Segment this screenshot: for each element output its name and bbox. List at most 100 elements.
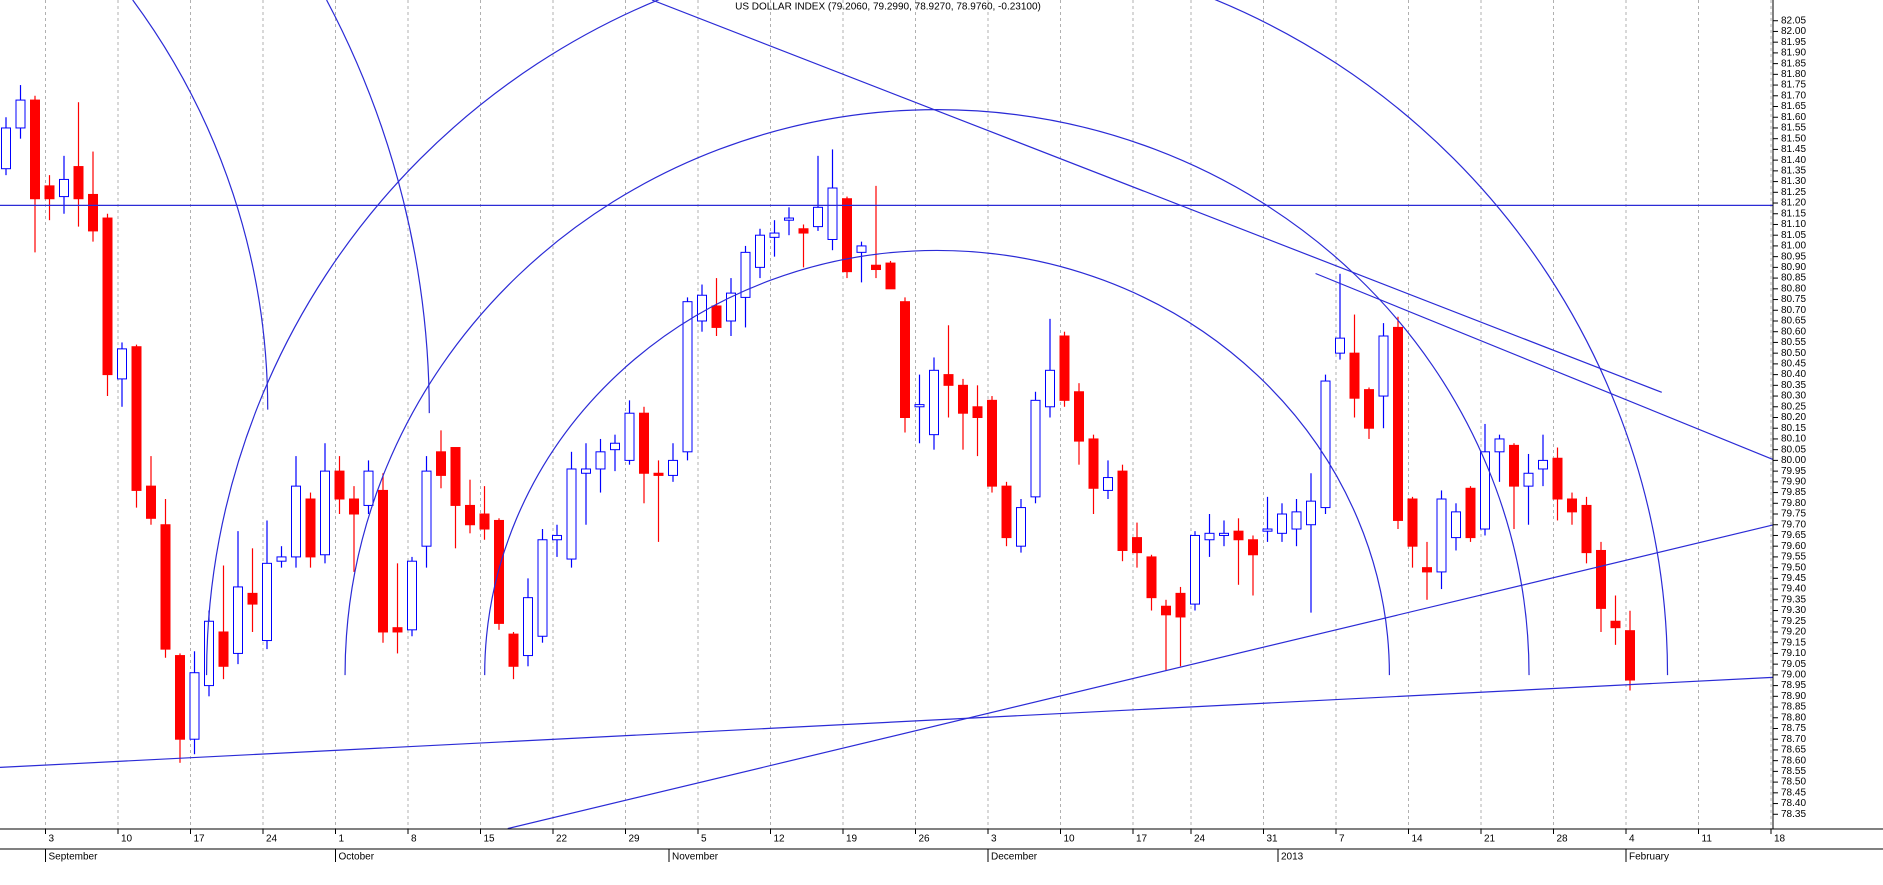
candle-body [523,597,533,657]
trend-line [652,0,1662,392]
y-tick-label: 79.55 [1781,552,1806,563]
candle-body [1538,459,1548,470]
y-tick-label: 81.35 [1781,165,1806,176]
x-tick-label: 17 [1136,834,1148,845]
y-tick-label: 81.00 [1781,241,1806,252]
candle-body [1422,567,1432,573]
candle-body [552,534,562,541]
x-tick-label: 21 [1484,834,1496,845]
candle-body [1190,534,1200,605]
candle-body [697,294,707,322]
candle-body [189,672,200,740]
candle-body [1001,485,1012,539]
y-tick-label: 80.65 [1781,316,1806,327]
candle-body [755,234,765,268]
month-label: September [49,852,99,863]
y-tick-label: 80.45 [1781,359,1806,370]
y-tick-label: 80.40 [1781,369,1806,380]
candle-body [262,562,272,642]
x-tick-label: 8 [411,834,417,845]
candle-body [1407,498,1418,547]
arc [345,110,1529,675]
candle-body [900,301,910,418]
candle-body [175,655,185,740]
y-tick-label: 79.05 [1781,659,1806,670]
x-tick-label: 11 [1702,834,1713,845]
y-tick-label: 81.50 [1781,133,1806,144]
y-tick-label: 82.00 [1781,26,1806,37]
candle-body [682,301,693,453]
candle-body [581,468,591,474]
y-tick-label: 81.05 [1781,230,1806,241]
candle-body [1581,504,1592,554]
x-tick-label: 10 [121,834,133,845]
candle-body [1567,498,1577,513]
candle-body [929,369,939,436]
candle-body [1596,549,1606,609]
y-tick-label: 80.95 [1781,251,1806,262]
y-tick-label: 80.50 [1781,348,1806,359]
candle-body [1523,472,1534,487]
candle-body [610,442,620,451]
x-tick-label: 17 [194,834,206,845]
candle-body [1016,507,1026,547]
candle-body [1204,532,1215,541]
candle-body [1132,537,1142,554]
candle-body [1320,380,1331,509]
x-tick-label: 5 [701,834,707,845]
candle-body [59,178,69,198]
candle-body [1088,438,1099,489]
candle-body [1117,470,1128,551]
candle-body [943,374,954,386]
candle-body [117,348,127,380]
candle-body [1378,335,1389,397]
x-tick-label: 18 [1774,834,1786,845]
month-label: December [991,852,1038,863]
y-tick-label: 81.90 [1781,48,1806,59]
y-tick-label: 81.70 [1781,90,1806,101]
arc [485,250,1390,675]
candle-body [1465,487,1476,539]
drawing-tools [0,0,1773,829]
candle-body [479,513,490,530]
y-tick-label: 79.00 [1781,670,1806,681]
candle-body [653,472,664,476]
y-tick-label: 79.95 [1781,466,1806,477]
candle-body [813,206,823,228]
candle-body [987,399,997,487]
candle-body [305,498,316,558]
candle-body [320,470,330,556]
y-tick-label: 80.55 [1781,337,1806,348]
x-tick-label: 7 [1339,834,1345,845]
y-tick-label: 81.65 [1781,101,1806,112]
y-tick-label: 81.45 [1781,144,1806,155]
candle-body [1480,451,1490,530]
y-tick-label: 80.35 [1781,380,1806,391]
candle-body [30,99,40,200]
candle-body [247,592,258,605]
candle-body [88,193,98,232]
candle-body [1552,457,1563,500]
y-tick-label: 80.00 [1781,455,1806,466]
y-tick-label: 81.85 [1781,58,1806,69]
candle-body [436,451,446,476]
candle-body [1175,592,1186,618]
candle-body [958,384,968,414]
candle-body [276,556,287,562]
x-tick-label: 24 [1194,834,1206,845]
month-label: October [339,852,375,863]
trend-line [508,525,1773,829]
y-tick-label: 78.50 [1781,777,1806,788]
candle-body [885,262,896,290]
candle-body [740,251,751,298]
candle-body [726,292,736,322]
y-tick-label: 81.95 [1781,37,1806,48]
candle-body [450,447,461,506]
candle-body [1625,630,1635,681]
y-tick-label: 81.10 [1781,219,1806,230]
y-tick-label: 80.60 [1781,326,1806,337]
x-tick-label: 26 [919,834,931,845]
candle-body [1161,605,1171,616]
y-tick-label: 81.25 [1781,187,1806,198]
candle-body [1393,326,1403,521]
